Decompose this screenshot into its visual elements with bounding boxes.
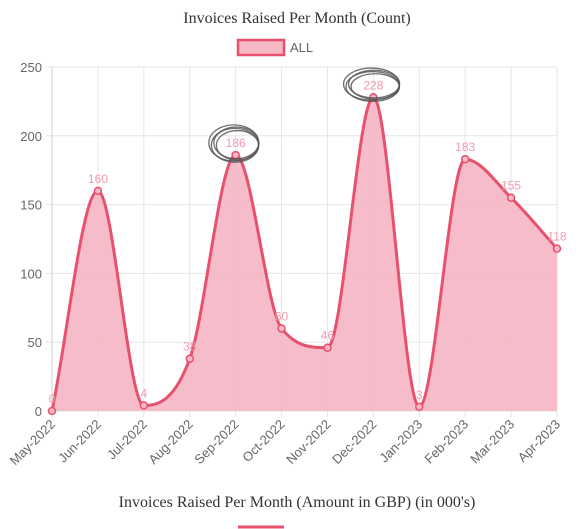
data-label: 4 xyxy=(140,386,147,400)
x-tick-label: Jan-2023 xyxy=(376,417,425,466)
series-line xyxy=(50,95,559,412)
data-point[interactable] xyxy=(277,324,286,333)
data-point[interactable] xyxy=(185,354,194,363)
data-label: 228 xyxy=(363,78,383,92)
x-tick-label: Aug-2022 xyxy=(145,417,195,467)
data-point[interactable] xyxy=(139,401,149,410)
y-tick-label: 100 xyxy=(20,266,42,281)
data-label: 38 xyxy=(183,340,197,354)
x-tick-label: Sep-2022 xyxy=(191,417,241,467)
next-chart-title: Invoices Raised Per Month (Amount in GBP… xyxy=(119,494,476,511)
data-label: 155 xyxy=(501,179,521,193)
data-label: 60 xyxy=(275,309,289,323)
data-label: 118 xyxy=(547,230,566,244)
y-tick-label: 150 xyxy=(20,198,42,213)
chart-title: Invoices Raised Per Month (Count) xyxy=(183,10,411,27)
x-tick-label: May-2022 xyxy=(7,417,58,468)
y-tick-label: 200 xyxy=(20,129,42,144)
x-tick-label: Mar-2023 xyxy=(467,417,517,467)
legend[interactable]: ALL xyxy=(236,38,313,57)
y-tick-label: 0 xyxy=(35,404,42,419)
x-tick-label: Apr-2023 xyxy=(515,417,563,465)
data-label: 186 xyxy=(226,136,246,150)
series-area xyxy=(52,97,557,411)
scribble-annotation xyxy=(350,73,400,100)
x-tick-label: Jul-2022 xyxy=(104,417,150,463)
legend-label[interactable]: ALL xyxy=(290,40,313,55)
data-point[interactable] xyxy=(47,406,57,416)
x-tick-label: Jun-2022 xyxy=(55,417,104,466)
y-tick-label: 250 xyxy=(20,60,42,75)
x-tick-label: Dec-2022 xyxy=(329,417,379,467)
scribble-annotation xyxy=(215,129,260,161)
data-label: 160 xyxy=(88,172,108,186)
series-all xyxy=(47,93,562,416)
data-point[interactable] xyxy=(506,193,516,202)
data-point[interactable] xyxy=(93,186,103,196)
y-tick-label: 50 xyxy=(28,335,42,350)
x-tick-label: Feb-2023 xyxy=(421,417,471,467)
data-label: 183 xyxy=(455,140,475,154)
data-point[interactable] xyxy=(552,244,562,253)
legend-swatch[interactable] xyxy=(236,38,286,57)
y-axis: 0 50 100 150 200 250 xyxy=(20,60,42,419)
data-labels: 0 160 4 38 186 60 46 228 3 183 155 118 xyxy=(49,78,567,406)
data-point[interactable] xyxy=(415,402,424,412)
data-point[interactable] xyxy=(323,343,332,352)
data-label: 3 xyxy=(416,388,423,402)
data-label: 0 xyxy=(49,392,56,406)
data-point[interactable] xyxy=(231,150,240,160)
data-label: 46 xyxy=(321,329,335,343)
data-point[interactable] xyxy=(460,154,470,164)
annotations xyxy=(208,67,401,163)
x-tick-label: Oct-2022 xyxy=(239,417,287,465)
x-tick-label: Nov-2022 xyxy=(283,417,333,467)
